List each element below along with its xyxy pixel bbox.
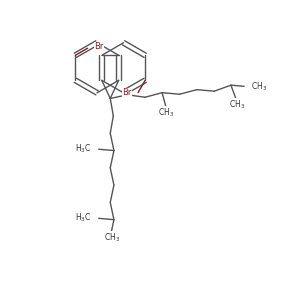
- Text: CH$_3$: CH$_3$: [250, 80, 267, 93]
- Text: Br: Br: [122, 88, 132, 97]
- Text: Br: Br: [94, 42, 104, 51]
- Text: H$_3$C: H$_3$C: [75, 212, 91, 224]
- Text: CH$_3$: CH$_3$: [104, 232, 120, 244]
- Text: H$_3$C: H$_3$C: [75, 142, 91, 155]
- Text: CH$_3$: CH$_3$: [229, 99, 245, 111]
- Text: CH$_3$: CH$_3$: [158, 106, 174, 119]
